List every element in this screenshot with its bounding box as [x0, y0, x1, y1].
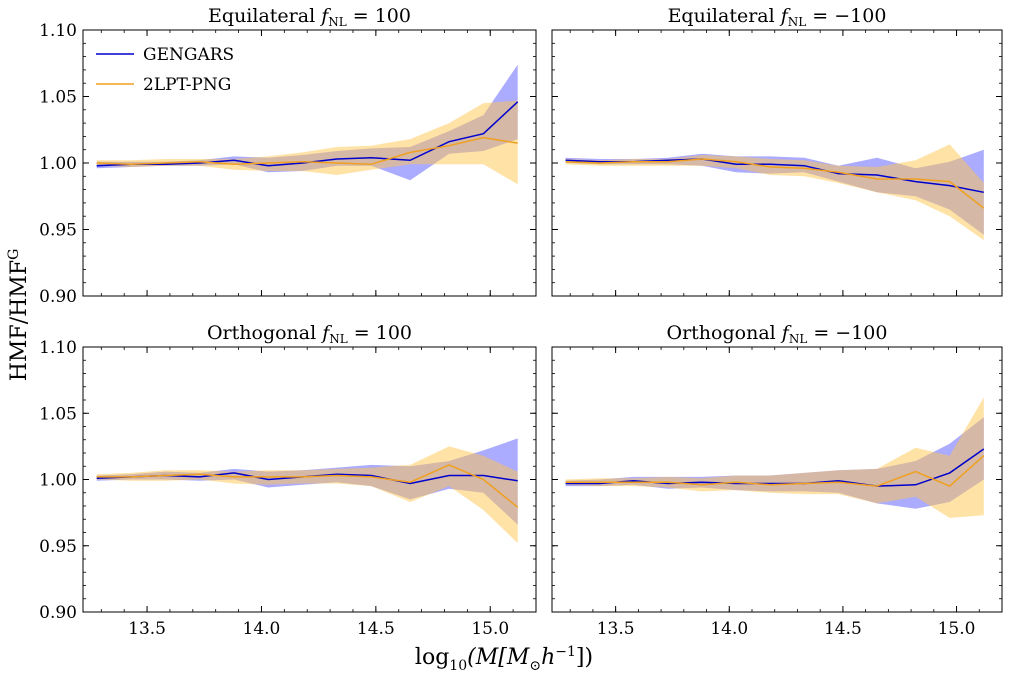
panel-4: 13.5 14.0 14.5 15.0 Orthogonal fNL = −100: [551, 322, 1003, 639]
x-label-log: log: [415, 645, 449, 670]
ytick-label: 1.05: [39, 88, 77, 108]
plot-area-4: [565, 397, 985, 518]
plot-area-2: [565, 144, 985, 241]
x-label-open: (M[M: [467, 645, 530, 670]
band-2lpt-4: [565, 397, 984, 518]
panel-title-1: Equilateral fNL = 100: [208, 5, 411, 29]
ytick-label: 1.00: [39, 154, 77, 174]
legend: GENGARS 2LPT-PNG: [96, 45, 234, 95]
x-label-h: h: [541, 645, 555, 670]
x-label-sub: 10: [449, 658, 467, 674]
ytick-label: 0.95: [39, 537, 77, 557]
ytick-label: 0.95: [39, 221, 77, 241]
xtick-label: 15.0: [471, 619, 509, 639]
xtick-label: 14.0: [710, 619, 748, 639]
band-2lpt-3: [96, 446, 518, 544]
band-2lpt-2: [565, 144, 984, 241]
ytick-label: 1.00: [39, 471, 77, 491]
panel-title-3: Orthogonal fNL = 100: [207, 322, 412, 346]
panel-title-2: Equilateral fNL = −100: [668, 5, 887, 29]
line-gengars-1: [96, 101, 519, 167]
plot-area-1: [96, 64, 519, 185]
y-axis-label-sup: G: [6, 249, 22, 260]
ytick-label: 1.10: [39, 21, 77, 41]
ytick-label: 0.90: [39, 287, 77, 307]
ytick-label: 1.05: [39, 404, 77, 424]
line-2lpt-2: [565, 158, 985, 209]
y-axis-label-main: HMF/HMF: [7, 260, 32, 381]
panel-3: 0.90 0.95 1.00 1.05 1.10 13.5 14.0 14.5 15.0 Orth…: [39, 322, 537, 639]
legend-label-2lpt: 2LPT-PNG: [143, 75, 231, 95]
y-axis-label: HMF/HMFG: [6, 249, 32, 382]
xtick-label: 14.0: [243, 619, 281, 639]
xtick-label: 14.5: [357, 619, 395, 639]
panel-1: 0.90 0.95 1.00 1.05 1.10 Equilateral fNL = 10…: [39, 5, 537, 307]
ytick-label: 1.10: [39, 338, 77, 358]
xtick-label: 15.0: [938, 619, 976, 639]
x-label-close: ]): [576, 645, 593, 670]
xtick-label: 13.5: [597, 619, 635, 639]
plot-area-3: [96, 438, 519, 544]
xtick-label: 14.5: [824, 619, 862, 639]
line-2lpt-4: [565, 455, 985, 487]
x-label-sun: ⊙: [529, 658, 541, 674]
line-2lpt-3: [96, 464, 519, 508]
xtick-label: 13.5: [128, 619, 166, 639]
band-2lpt-1: [96, 100, 518, 185]
x-axis-label: log10(M[M⊙h−1]): [415, 644, 593, 674]
legend-label-gengars: GENGARS: [143, 45, 234, 65]
line-gengars-4: [565, 448, 985, 487]
line-2lpt-1: [96, 136, 518, 166]
x-label-exp: −1: [555, 644, 576, 660]
ytick-label: 0.90: [39, 603, 77, 623]
panel-title-4: Orthogonal fNL = −100: [667, 322, 888, 346]
panel-2: Equilateral fNL = −100: [551, 5, 1003, 297]
